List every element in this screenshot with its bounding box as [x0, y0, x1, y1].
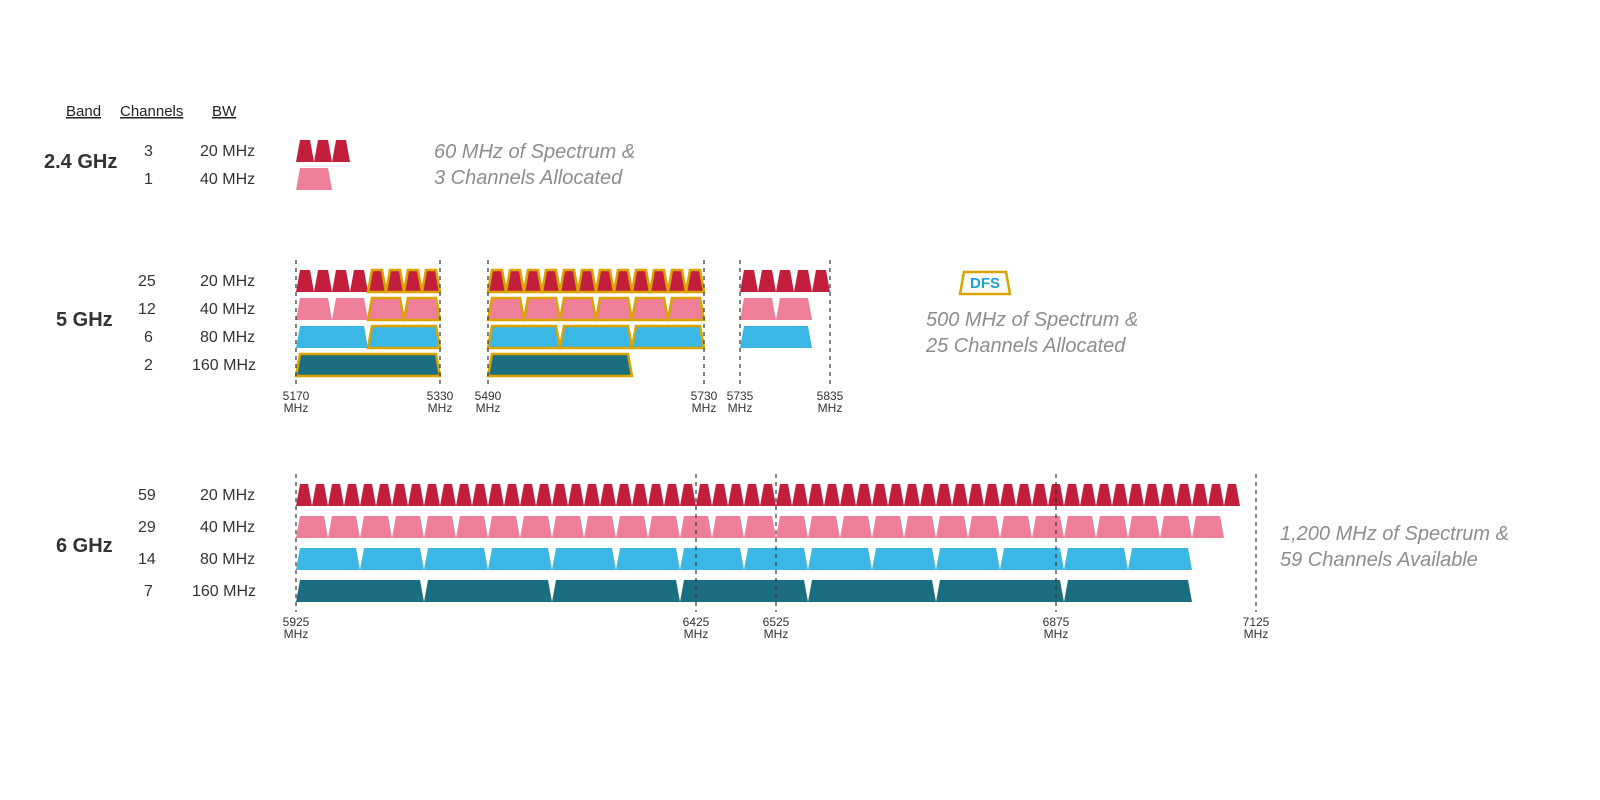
svg-text:MHz: MHz	[284, 401, 309, 415]
row-count-b24-1: 1	[144, 171, 153, 188]
row-count-b24-0: 3	[144, 143, 153, 160]
svg-text:MHz: MHz	[692, 401, 717, 415]
row-count-b5-2: 6	[144, 329, 153, 346]
dfs-legend-label: DFS	[970, 275, 1000, 292]
svg-text:MHz: MHz	[284, 627, 309, 641]
band-label-b24: 2.4 GHz	[44, 151, 117, 173]
band-label-b6: 6 GHz	[56, 535, 113, 557]
svg-text:MHz: MHz	[764, 627, 789, 641]
row-bw-b5-2: 80 MHz	[200, 329, 255, 346]
header-bw: BW	[212, 103, 237, 120]
row-bw-b6-3: 160 MHz	[192, 583, 256, 600]
row-count-b5-1: 12	[138, 301, 156, 318]
header-channels: Channels	[120, 103, 183, 120]
svg-text:MHz: MHz	[1244, 627, 1269, 641]
caption-b5-0: 500 MHz of Spectrum &	[926, 309, 1138, 331]
row-bw-b6-2: 80 MHz	[200, 551, 255, 568]
svg-text:MHz: MHz	[684, 627, 709, 641]
svg-text:MHz: MHz	[818, 401, 843, 415]
caption-b24-0: 60 MHz of Spectrum &	[434, 141, 635, 163]
svg-text:MHz: MHz	[728, 401, 753, 415]
row-bw-b6-1: 40 MHz	[200, 519, 255, 536]
row-count-b6-0: 59	[138, 487, 156, 504]
spectrum-diagram: Band Channels BW 2.4 GHz 60 MHz of Spectrum …	[0, 0, 1600, 800]
row-count-b5-0: 25	[138, 273, 156, 290]
caption-b6-0: 1,200 MHz of Spectrum &	[1280, 523, 1509, 545]
caption-b6-1: 59 Channels Available	[1280, 549, 1478, 571]
row-count-b6-1: 29	[138, 519, 156, 536]
row-bw-b6-0: 20 MHz	[200, 487, 255, 504]
caption-b5-1: 25 Channels Allocated	[925, 335, 1126, 357]
row-bw-b24-0: 20 MHz	[200, 143, 255, 160]
row-bw-b5-0: 20 MHz	[200, 273, 255, 290]
svg-text:MHz: MHz	[1044, 627, 1069, 641]
row-count-b6-3: 7	[144, 583, 153, 600]
header-band: Band	[66, 103, 101, 120]
row-bw-b5-1: 40 MHz	[200, 301, 255, 318]
svg-text:MHz: MHz	[476, 401, 501, 415]
svg-text:MHz: MHz	[428, 401, 453, 415]
row-count-b5-3: 2	[144, 357, 153, 374]
row-bw-b24-1: 40 MHz	[200, 171, 255, 188]
row-count-b6-2: 14	[138, 551, 156, 568]
caption-b24-1: 3 Channels Allocated	[434, 167, 623, 189]
band-label-b5: 5 GHz	[56, 309, 113, 331]
row-bw-b5-3: 160 MHz	[192, 357, 256, 374]
